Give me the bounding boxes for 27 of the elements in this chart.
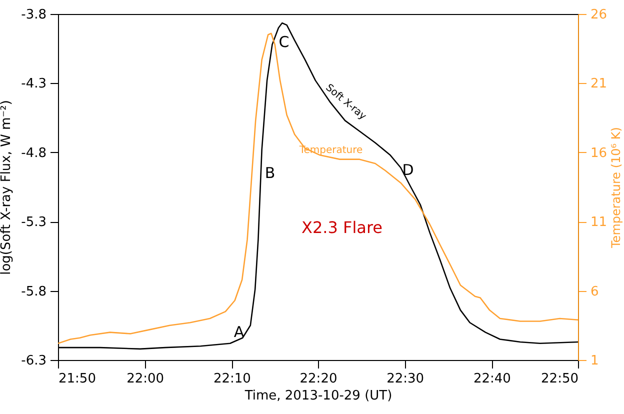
y2-tick-label: 16 [590,146,608,161]
y2-tick-label: 21 [590,76,608,92]
x-tick-label: 22:30 [386,372,424,386]
x-tick-label: 22:00 [126,372,164,386]
x-tick-label: 22:50 [541,372,578,386]
y-tick-label: -4.8 [21,146,46,161]
annotation: D [402,161,414,179]
x-axis-title: Time, 2013-10-29 (UT) [244,388,392,404]
y2-axis-title: Temperature (10⁶ K) [609,127,624,249]
y-tick-label: -6.3 [21,354,46,368]
y-axis-title: log(Soft X-ray Flux, W m⁻²) [0,100,14,275]
y2-tick-label: 26 [590,8,608,22]
annotation: B [264,164,276,182]
annotation: X2.3 Flare [301,218,383,237]
y-tick-label: -5.8 [21,284,46,300]
y-tick-label: -4.3 [21,76,46,92]
annotation: A [234,323,245,341]
x-tick-label: 22:10 [213,372,251,386]
y2-tick-label: 11 [590,215,608,230]
annotation: C [278,33,290,51]
y2-tick-label: 1 [590,354,599,368]
y-tick-label: -5.3 [21,215,46,230]
x-tick-label: 22:20 [300,372,338,386]
x-tick-label: 21:50 [58,372,96,386]
x-tick-label: 22:40 [473,372,511,386]
y2-tick-label: 6 [590,284,599,300]
y-tick-label: -3.8 [21,8,46,22]
